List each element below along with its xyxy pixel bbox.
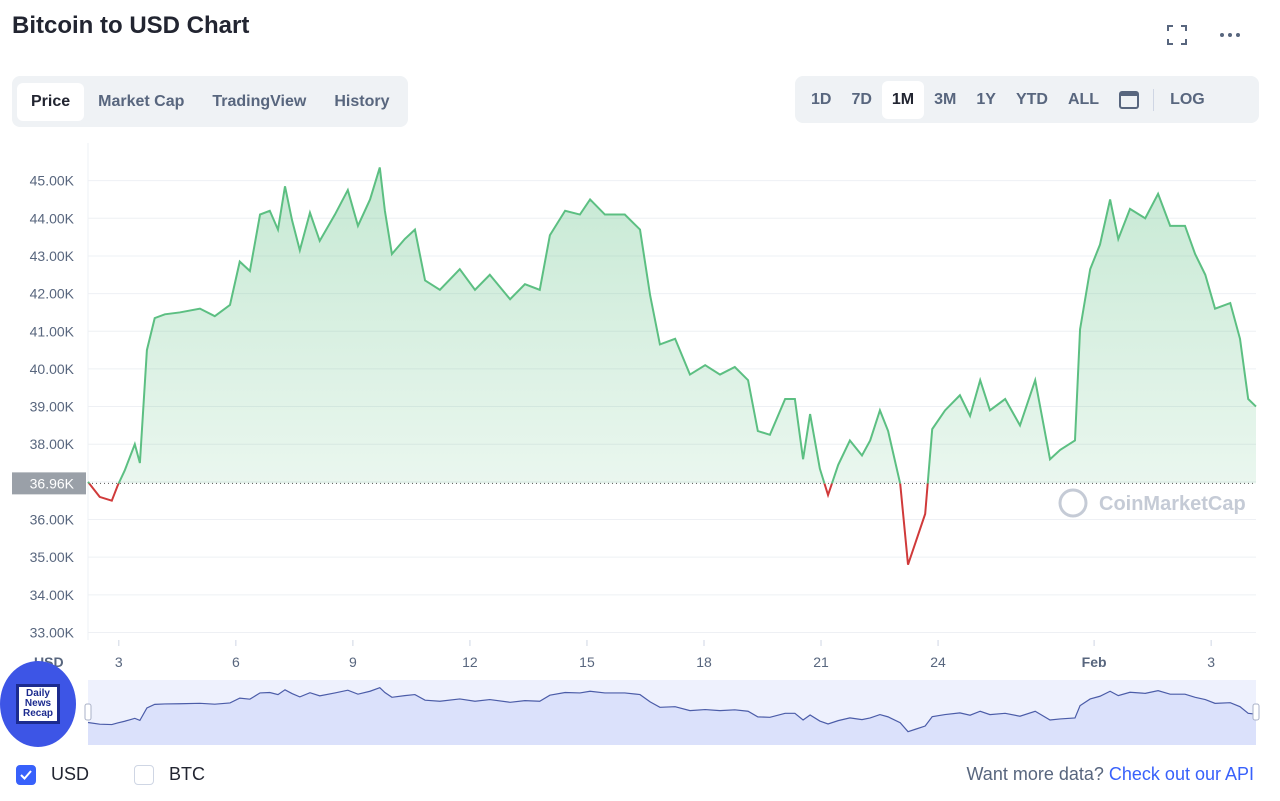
- prompt: Want more data?: [966, 764, 1104, 784]
- price-area: [88, 167, 1256, 484]
- x-tick-label: Feb: [1082, 654, 1107, 670]
- y-tick-label: 35.00K: [30, 549, 75, 565]
- x-tick-label: 12: [462, 654, 478, 670]
- y-tick-label: 34.00K: [30, 587, 75, 603]
- range-bar: 1D 7D 1M 3M 1Y YTD ALL LOG: [795, 76, 1259, 123]
- x-tick-label: 24: [930, 654, 946, 670]
- x-tick-label: 3: [1207, 654, 1215, 670]
- tab[interactable]: Price: [17, 82, 85, 121]
- range-button[interactable]: YTD: [1015, 90, 1048, 108]
- price-line: [87, 167, 1257, 566]
- x-tick-label: 3: [115, 654, 123, 670]
- x-tick-label: 9: [349, 654, 357, 670]
- range-button[interactable]: ALL: [1067, 90, 1100, 108]
- more-icon[interactable]: [1220, 33, 1224, 37]
- range-button[interactable]: 3M: [934, 90, 957, 108]
- currency-toggle[interactable]: USD: [16, 764, 90, 786]
- api-prompt: Want more data? Check out our API: [966, 764, 1254, 785]
- range-button[interactable]: 7D: [851, 90, 872, 108]
- currency-label: USD: [51, 764, 90, 784]
- y-tick-label: 43.00K: [30, 248, 75, 264]
- y-tick-label: 45.00K: [30, 173, 75, 189]
- range-button[interactable]: 1M: [881, 80, 925, 119]
- navigator-handle[interactable]: [1252, 703, 1260, 721]
- range-button[interactable]: 1Y: [976, 90, 996, 108]
- watermark-logo: [1058, 488, 1088, 518]
- y-tick-label: 42.00K: [30, 286, 75, 302]
- badge-line: Daily: [26, 688, 50, 699]
- news-badge[interactable]: Daily News Recap: [0, 661, 76, 747]
- badge-line: News: [24, 698, 52, 709]
- toolbar-icons: [1167, 25, 1240, 45]
- x-tick-label: 21: [813, 654, 829, 670]
- tab-bar: Price Market Cap TradingView History: [12, 76, 408, 127]
- more-icon[interactable]: [1236, 33, 1240, 37]
- navigator-line: [87, 687, 1257, 733]
- y-tick-label: 39.00K: [30, 399, 75, 415]
- y-tick-label: 44.00K: [30, 210, 75, 226]
- watermark: CoinMarketCap: [1099, 493, 1246, 515]
- tab[interactable]: History: [334, 92, 390, 110]
- y-tick-label: 36.00K: [30, 512, 75, 528]
- chart: 33.00K34.00K35.00K36.00K37.00K38.00K39.0…: [12, 143, 1260, 745]
- tab[interactable]: Market Cap: [98, 92, 185, 110]
- calendar-icon[interactable]: [1119, 90, 1140, 109]
- badge-box: Daily News Recap: [15, 684, 60, 724]
- currency-label: BTC: [169, 764, 206, 784]
- separator: [1153, 88, 1155, 111]
- x-tick-label: 18: [696, 654, 712, 670]
- y-tick-label: 40.00K: [30, 361, 75, 377]
- y-tick-label: 33.00K: [30, 624, 75, 640]
- log-button[interactable]: LOG: [1170, 90, 1205, 108]
- y-tick-label: 41.00K: [30, 323, 75, 339]
- x-tick-label: 15: [579, 654, 595, 670]
- more-icon[interactable]: [1228, 33, 1232, 37]
- y-tick-label: 38.00K: [30, 436, 75, 452]
- page-title: Bitcoin to USD Chart: [12, 12, 250, 39]
- api-link[interactable]: Check out our API: [1108, 764, 1254, 784]
- reference-label: 36.96K: [30, 475, 75, 491]
- currency-toggle[interactable]: BTC: [134, 764, 206, 786]
- navigator-handle[interactable]: [84, 703, 92, 721]
- range-button[interactable]: 1D: [811, 90, 832, 108]
- navigator-area: [88, 687, 1256, 745]
- x-tick-label: 6: [232, 654, 240, 670]
- tab[interactable]: TradingView: [212, 92, 307, 110]
- badge-line: Recap: [22, 708, 53, 719]
- fullscreen-icon[interactable]: [1167, 25, 1187, 45]
- reference-tag: [12, 472, 86, 495]
